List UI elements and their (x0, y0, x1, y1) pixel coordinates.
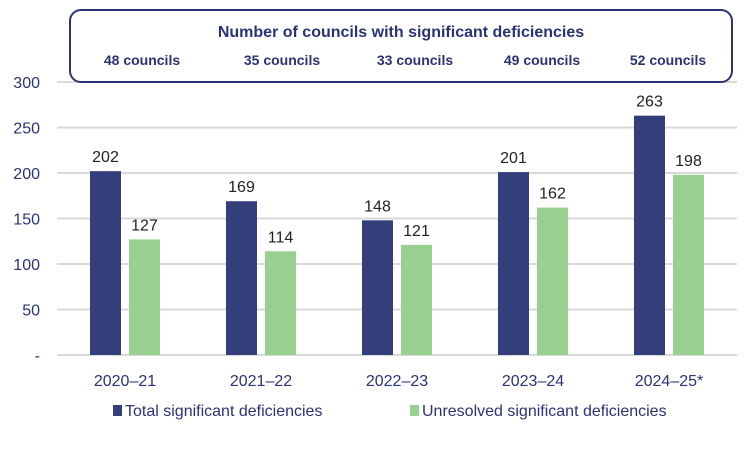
data-label: 114 (268, 229, 294, 246)
y-tick-label: - (35, 348, 40, 365)
y-tick-label: 200 (13, 166, 40, 183)
council-count: 33 councils (377, 52, 453, 68)
legend-swatch (410, 405, 419, 416)
x-tick-label: 2024–25* (635, 373, 704, 390)
data-label: 198 (675, 153, 702, 170)
y-tick-label: 50 (22, 303, 40, 320)
x-tick-label: 2021–22 (230, 373, 292, 390)
bar-unresolved (401, 244, 432, 355)
data-label: 169 (228, 179, 255, 196)
bar-unresolved (537, 207, 568, 355)
y-tick-label: 300 (13, 75, 40, 92)
bar-unresolved (265, 251, 296, 355)
bar-unresolved (129, 239, 160, 355)
data-label: 148 (364, 198, 391, 215)
data-label: 127 (131, 217, 158, 234)
y-tick-label: 150 (13, 212, 40, 229)
council-count: 49 councils (504, 52, 580, 68)
data-label: 201 (500, 150, 527, 167)
bar-total (226, 201, 257, 355)
council-count: 52 councils (630, 52, 706, 68)
x-tick-label: 2023–24 (502, 373, 564, 390)
x-tick-label: 2022–23 (366, 373, 428, 390)
bar-unresolved (673, 174, 704, 355)
data-label: 162 (539, 186, 566, 203)
bar-total (90, 171, 121, 355)
x-tick-label: 2020–21 (94, 373, 156, 390)
council-count: 35 councils (244, 52, 320, 68)
annotation-box (69, 9, 733, 83)
bar-total (362, 220, 393, 355)
data-label: 121 (403, 223, 430, 240)
bar-total (498, 172, 529, 355)
council-count: 48 councils (104, 52, 180, 68)
y-tick-label: 250 (13, 121, 40, 138)
legend-swatch (113, 405, 122, 416)
legend-label: Unresolved significant deficiencies (422, 403, 667, 420)
legend-label: Total significant deficiencies (125, 403, 322, 420)
data-label: 202 (92, 149, 119, 166)
y-tick-label: 100 (13, 257, 40, 274)
data-label: 263 (636, 94, 663, 111)
annotation-title: Number of councils with significant defi… (218, 24, 584, 41)
bar-total (634, 115, 665, 355)
